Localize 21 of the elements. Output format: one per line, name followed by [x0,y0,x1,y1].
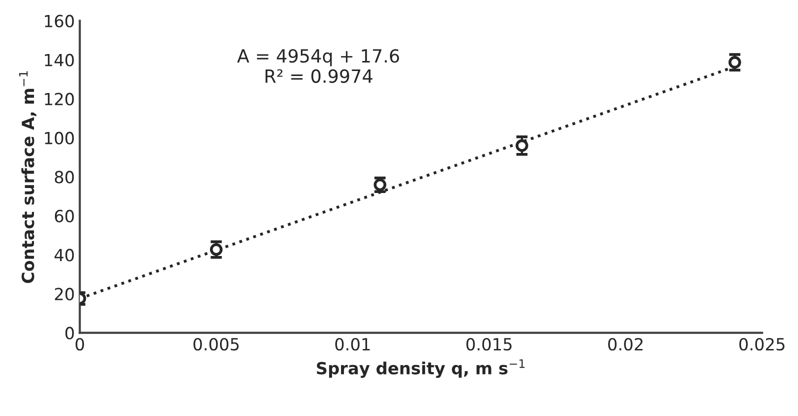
y-tick-label: 20 [54,288,74,300]
x-tick-label: 0 [76,338,84,351]
y-tick-label: 60 [54,210,74,222]
y-tick-label: 140 [44,54,74,66]
y-tick-label: 120 [44,92,74,106]
y-tick-label: 40 [54,248,74,262]
x-tick-label: 0.025 [739,338,784,351]
x-axis-title: Spray density q, m s$^{−1}$ [316,359,525,378]
point [210,243,223,256]
x-tick-label: 0.015 [466,338,512,351]
annotation: A = 4954q + 17.6 R² = 0.9974 [237,49,400,83]
point [728,56,742,69]
y-tick-label: 100 [44,132,74,144]
y-tick-label: 160 [44,14,74,28]
x-tick-label: 0.005 [194,338,239,351]
x-tick-label: 0.02 [608,338,643,351]
x-tick-label: 0.01 [335,338,370,351]
point [516,139,528,152]
y-axis-title: Contact surface A, m$^{−1}$ [19,71,36,284]
y-tick-label: 80 [54,170,74,184]
y-tick-label: 0 [65,326,74,340]
